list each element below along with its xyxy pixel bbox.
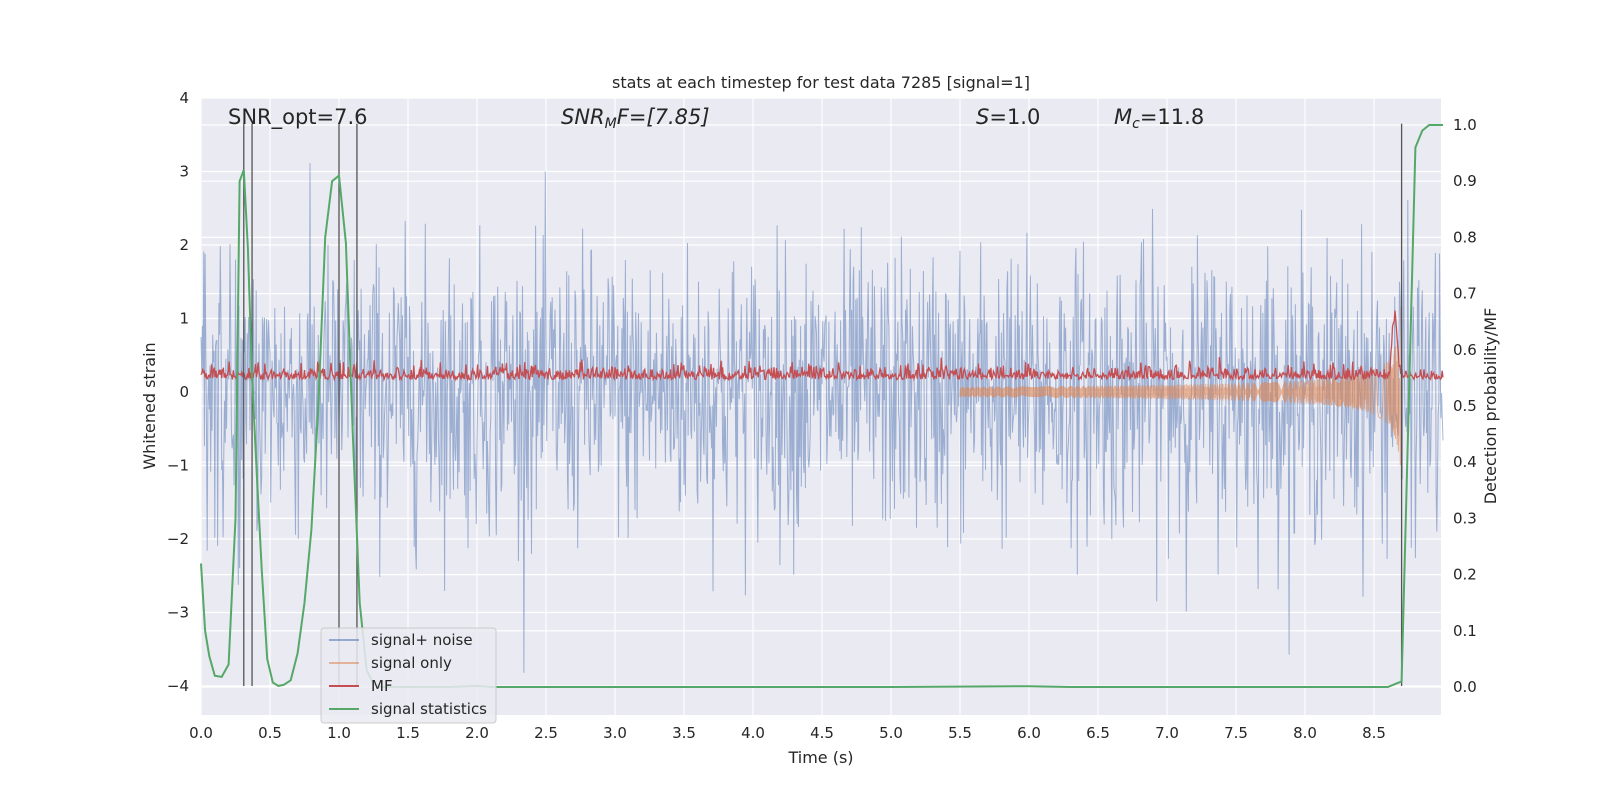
x-tick-label: 6.0 — [1017, 724, 1041, 742]
y-tick-label: −1 — [167, 457, 189, 475]
legend-box — [320, 627, 497, 724]
s-symbol: S — [976, 105, 989, 129]
x-tick-label: 2.5 — [534, 724, 558, 742]
y2-tick-label: 1.0 — [1453, 116, 1477, 134]
s-value: =1.0 — [989, 105, 1040, 129]
y-tick-label: −4 — [167, 677, 189, 695]
x-tick-label: 6.5 — [1086, 724, 1110, 742]
mf-line — [200, 310, 1444, 382]
snr-mf-annotation: SNRMF=[7.85] — [561, 105, 710, 132]
y2-tick-label: 0.1 — [1453, 622, 1477, 640]
signal-statistics-trace — [200, 124, 1443, 688]
x-tick-label: 8.0 — [1293, 724, 1317, 742]
y-tick-label: 4 — [179, 89, 189, 107]
snr-mf-symbol: SNR — [561, 105, 605, 129]
y2-tick-label: 0.4 — [1453, 453, 1477, 471]
x-tick-label: 2.0 — [465, 724, 489, 742]
y2-tick-label: 0.2 — [1453, 566, 1477, 584]
legend-label-noise: signal+ noise — [371, 631, 473, 649]
legend-label-mf: MF — [371, 677, 393, 695]
x-tick-label: 4.5 — [810, 724, 834, 742]
y-tick-label: −2 — [167, 530, 189, 548]
mf-trace — [200, 310, 1444, 382]
snr-mf-subscript: M — [605, 116, 617, 132]
x-tick-label: 0.5 — [258, 724, 282, 742]
y2-axis-ticks: 0.0 0.1 0.2 0.3 0.4 0.5 0.6 0.7 0.8 0.9 1.0 — [1453, 116, 1477, 696]
x-tick-label: 3.5 — [672, 724, 696, 742]
y2-tick-label: 0.6 — [1453, 341, 1477, 359]
y2-axis-label: Detection probability/MF — [1481, 308, 1500, 505]
x-tick-label: 0.0 — [189, 724, 213, 742]
signal-statistics-line — [200, 124, 1443, 688]
mc-annotation: Mc=11.8 — [1114, 105, 1204, 132]
mc-value: =11.8 — [1140, 105, 1204, 129]
legend-label-signal-only: signal only — [371, 654, 452, 672]
s-annotation: S=1.0 — [976, 105, 1040, 129]
y2-tick-label: 0.9 — [1453, 172, 1477, 190]
mc-subscript: c — [1132, 116, 1140, 132]
legend-label-statistics: signal statistics — [371, 700, 487, 718]
y-tick-label: −3 — [167, 604, 189, 622]
x-tick-label: 5.0 — [879, 724, 903, 742]
y-tick-label: 0 — [179, 383, 189, 401]
y2-tick-label: 0.5 — [1453, 397, 1477, 415]
signal-only-line — [959, 294, 1403, 481]
vertical-markers — [243, 123, 1403, 686]
x-tick-label: 4.0 — [741, 724, 765, 742]
x-tick-label: 7.5 — [1224, 724, 1248, 742]
x-tick-label: 7.0 — [1155, 724, 1179, 742]
noise-line — [200, 163, 1444, 673]
y2-tick-label: 0.3 — [1453, 509, 1477, 527]
snr-opt-annotation: SNR_opt=7.6 — [228, 105, 368, 130]
y2-tick-label: 0.7 — [1453, 285, 1477, 303]
y-axis-label: Whitened strain — [140, 342, 159, 469]
snr-mf-value: F=[7.85] — [617, 105, 710, 129]
legend: signal+ noise signal only MF signal stat… — [320, 627, 497, 724]
x-axis-label: Time (s) — [787, 748, 853, 767]
y2-tick-label: 0.8 — [1453, 228, 1477, 246]
y-axis-ticks: −4 −3 −2 −1 0 1 2 3 4 — [167, 89, 189, 695]
signal-only-trace — [959, 294, 1403, 481]
x-tick-label: 3.0 — [603, 724, 627, 742]
chart-title: stats at each timestep for test data 728… — [612, 73, 1030, 92]
y-tick-label: 1 — [179, 310, 189, 328]
x-tick-label: 5.5 — [948, 724, 972, 742]
y-tick-label: 2 — [179, 236, 189, 254]
mc-symbol: M — [1114, 105, 1132, 129]
x-tick-label: 1.0 — [327, 724, 351, 742]
x-tick-label: 1.5 — [396, 724, 420, 742]
y2-tick-label: 0.0 — [1453, 678, 1477, 696]
signal-plus-noise-trace — [200, 163, 1444, 673]
x-axis-ticks: 0.0 0.5 1.0 1.5 2.0 2.5 3.0 3.5 4.0 4.5 5.0 5.5 6.0 6… — [189, 724, 1386, 742]
x-tick-label: 8.5 — [1362, 724, 1386, 742]
y-tick-label: 3 — [179, 163, 189, 181]
